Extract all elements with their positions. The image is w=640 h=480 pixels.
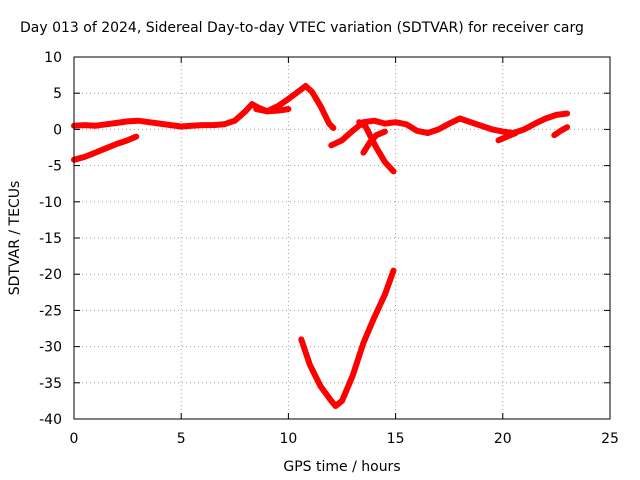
y-tick-label: -15: [39, 231, 62, 247]
chart-title: Day 013 of 2024, Sidereal Day-to-day VTE…: [20, 20, 584, 36]
series-line-arc-b: [71, 83, 337, 131]
y-tick-label: -40: [39, 412, 62, 428]
x-tick-label: 10: [279, 431, 297, 447]
tick-label-layer: 0 5 10 15 20 25 10 5 0 -5 -10 -15 -20 -25 -30 -35 -40: [39, 50, 619, 447]
y-tick-label: 0: [53, 122, 62, 138]
x-tick-label: 15: [387, 431, 405, 447]
tick-layer: [73, 56, 611, 420]
y-tick-label: -20: [39, 267, 62, 283]
series-line-arc-g: [495, 130, 519, 144]
series-layer: [71, 83, 571, 409]
y-axis-label: SDTVAR / TECUs: [7, 181, 23, 296]
x-tick-label: 5: [177, 431, 186, 447]
series-line-arc-f: [360, 128, 388, 156]
series-line-arc-d: [328, 110, 571, 149]
grid-layer: [74, 57, 610, 419]
series-line-arc-c: [253, 106, 292, 115]
series-line-arc-a: [71, 133, 140, 163]
y-tick-label: 5: [53, 86, 62, 102]
x-tick-label: 0: [70, 431, 79, 447]
y-tick-label: -10: [39, 195, 62, 211]
y-tick-label: 10: [44, 50, 62, 66]
x-axis-label: GPS time / hours: [283, 459, 400, 475]
y-tick-label: -5: [48, 159, 62, 175]
series-line-arc-h: [551, 124, 571, 139]
series-line-arc-i: [298, 267, 397, 409]
y-tick-label: -35: [39, 376, 62, 392]
x-tick-label: 25: [601, 431, 619, 447]
y-tick-label: -25: [39, 303, 62, 319]
y-tick-label: -30: [39, 340, 62, 356]
x-tick-label: 20: [494, 431, 512, 447]
